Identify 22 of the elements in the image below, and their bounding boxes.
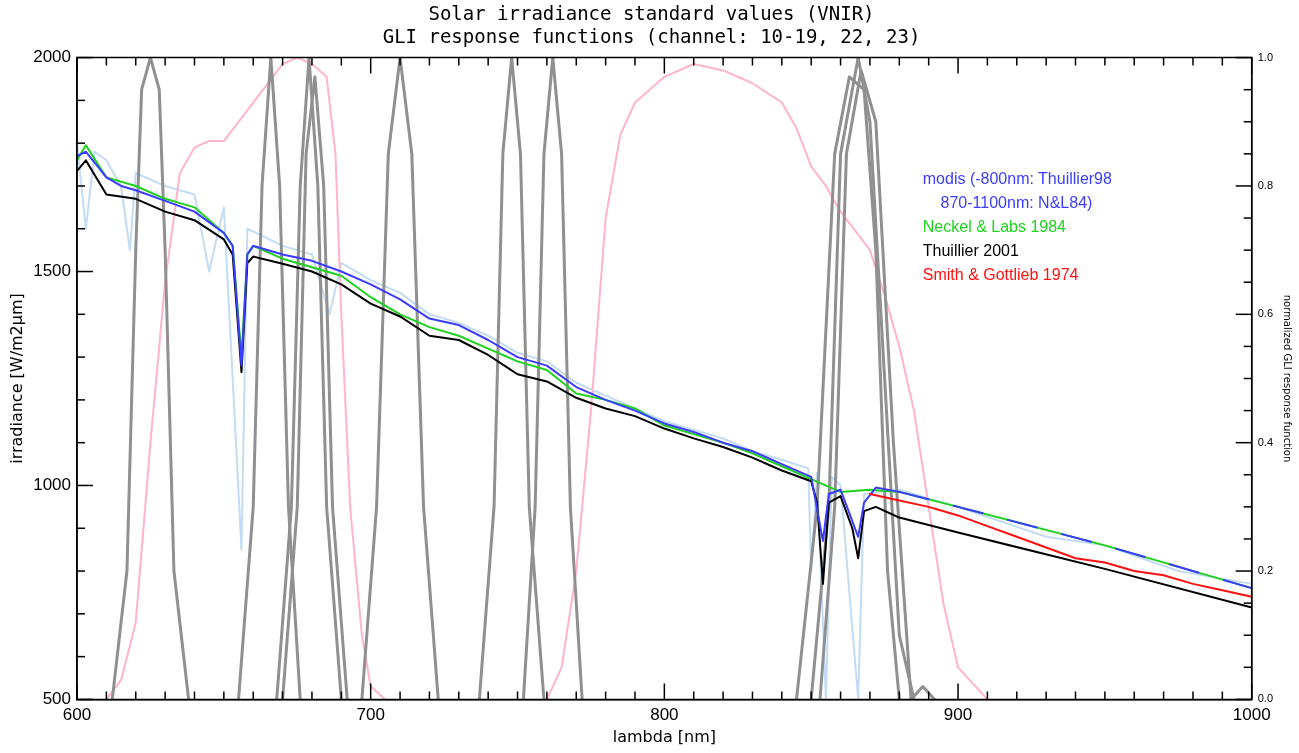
x-axis-title: lambda [nm] — [612, 726, 716, 746]
text: Smith & Gottlieb 1974 — [922, 264, 1080, 285]
y2-axis-title: normalized GLI response function — [1282, 294, 1294, 463]
chart-subtitle: GLI response functions (channel: 10-19, 22, 23) — [382, 25, 921, 48]
y2-tick-label: 1.0 — [1257, 50, 1274, 63]
y-tick-label: 2000 — [33, 47, 72, 67]
y-tick-label: 1000 — [33, 475, 72, 495]
y2-tick-label: 0.2 — [1257, 564, 1274, 577]
y2-tick-label: 0.6 — [1257, 307, 1274, 320]
text: Thuillier 2001 — [922, 240, 1020, 261]
x-tick-label: 700 — [356, 705, 385, 725]
x-tick-label: 1000 — [1232, 705, 1271, 725]
y-tick-label: 1500 — [33, 261, 72, 281]
y-axis-title: irradiance [W/m2μm] — [6, 293, 26, 464]
x-tick-label: 900 — [943, 705, 973, 725]
y2-tick-label: 0.0 — [1257, 692, 1274, 705]
y2-tick-label: 0.4 — [1257, 435, 1274, 448]
y2-tick-label: 0.8 — [1257, 178, 1274, 191]
chart-title: Solar irradiance standard values (VNIR) — [428, 2, 875, 25]
x-tick-label: 800 — [650, 705, 679, 725]
text: Neckel & Labs 1984 — [922, 216, 1067, 237]
text: modis (-800nm: Thuillier98 870-1100nm: N&L84) — [922, 168, 1112, 213]
